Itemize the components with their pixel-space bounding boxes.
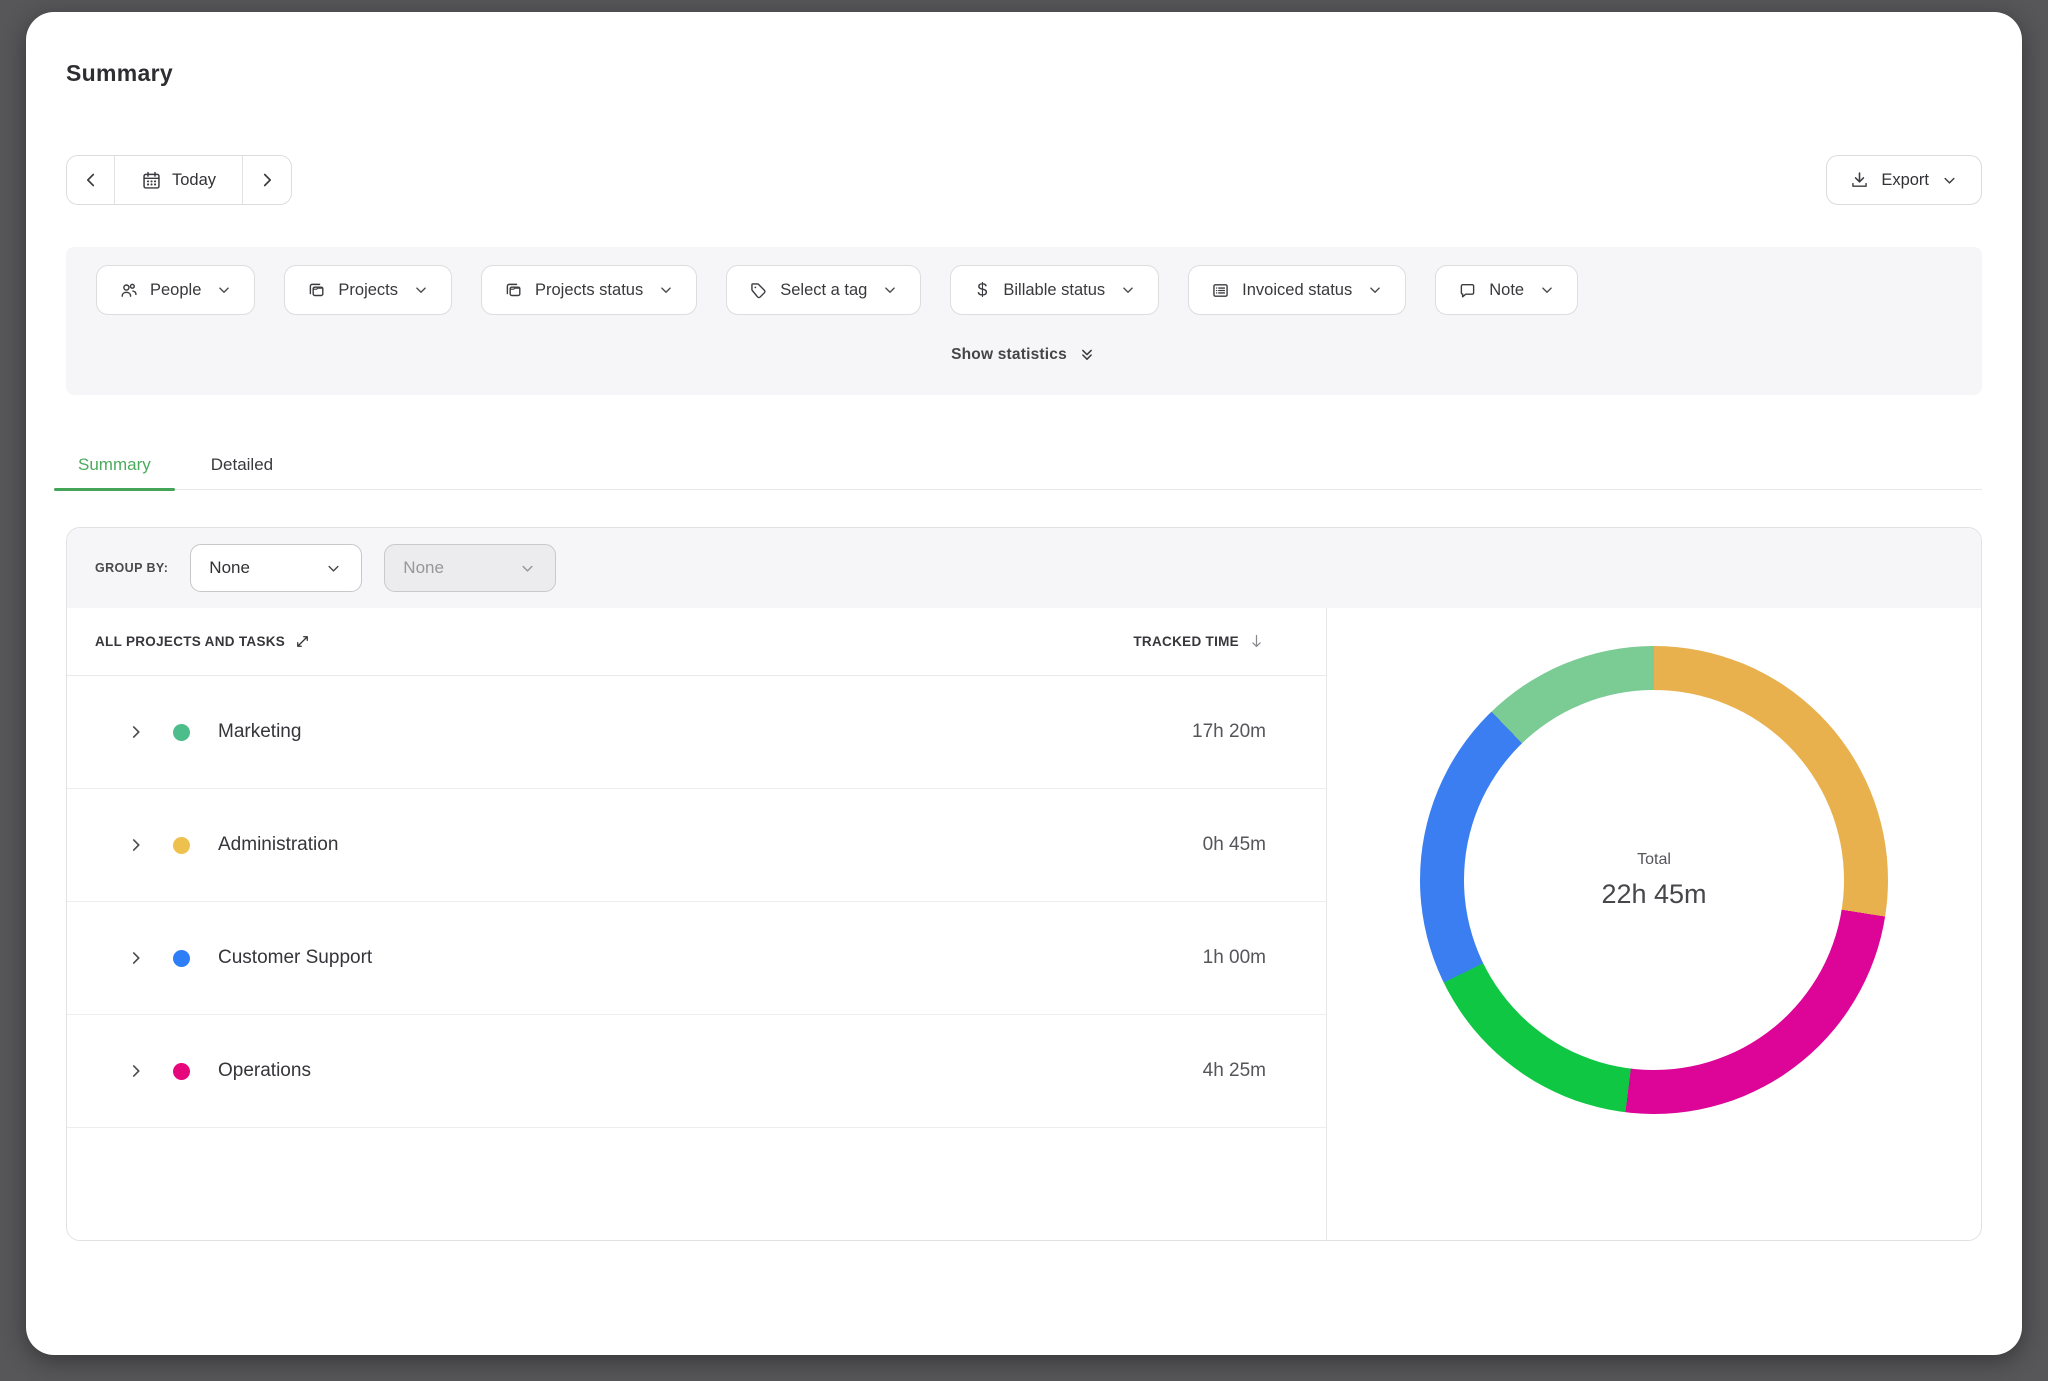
projects-column-label: ALL PROJECTS AND TASKS xyxy=(95,634,286,649)
donut-total-label: Total xyxy=(1637,850,1671,868)
filter-projects-status[interactable]: Projects status xyxy=(481,265,698,315)
chevron-down-icon xyxy=(1940,171,1959,190)
report-tabs: Summary Detailed xyxy=(54,455,1982,491)
double-chevron-down-icon xyxy=(1077,345,1097,365)
project-name: Administration xyxy=(218,834,339,855)
invoice-icon xyxy=(1210,280,1231,301)
donut-chart: Total 22h 45m xyxy=(1420,646,1888,1114)
today-label: Today xyxy=(172,170,217,189)
table-row[interactable]: Customer Support 1h 00m xyxy=(67,902,1326,1015)
chevron-left-icon xyxy=(80,169,102,191)
filter-billable-status[interactable]: $ Billable status xyxy=(950,265,1160,315)
tracked-time-value: 1h 00m xyxy=(1202,947,1266,968)
filter-label: Projects xyxy=(338,280,398,299)
tracked-time-column-label: TRACKED TIME xyxy=(1133,634,1239,649)
donut-total-value: 22h 45m xyxy=(1601,878,1707,909)
filters-row: People Projects xyxy=(66,247,1982,315)
tab-detailed[interactable]: Detailed xyxy=(210,455,274,474)
page-title: Summary xyxy=(66,60,173,86)
sort-descending-icon[interactable] xyxy=(1247,632,1266,651)
group-by-primary-select[interactable]: None xyxy=(190,544,363,592)
filter-label: Note xyxy=(1489,280,1525,299)
tracked-time-value: 0h 45m xyxy=(1202,834,1266,855)
chevron-down-icon xyxy=(518,559,537,578)
table-row[interactable]: Marketing 17h 20m xyxy=(67,676,1326,789)
donut-center: Total 22h 45m xyxy=(1464,690,1844,1070)
table-row[interactable]: Operations 4h 25m xyxy=(67,1015,1326,1128)
date-navigation: Today xyxy=(66,155,293,205)
today-button[interactable]: Today xyxy=(115,156,244,204)
expand-row-icon[interactable] xyxy=(125,721,147,743)
project-color-dot xyxy=(173,949,190,967)
filter-projects[interactable]: Projects xyxy=(284,265,452,315)
project-color-dot xyxy=(173,723,190,741)
toolbar: Today Export xyxy=(66,155,1982,205)
show-statistics-toggle[interactable]: Show statistics xyxy=(66,315,1982,395)
filter-note[interactable]: Note xyxy=(1435,265,1579,315)
filter-label: Projects status xyxy=(535,280,644,299)
download-icon xyxy=(1849,170,1870,191)
filter-label: Billable status xyxy=(1003,280,1106,299)
filter-label: People xyxy=(150,280,202,299)
tab-summary[interactable]: Summary xyxy=(54,455,175,491)
project-color-dot xyxy=(173,836,190,854)
chevron-right-icon xyxy=(256,169,278,191)
expand-row-icon[interactable] xyxy=(125,947,147,969)
table-row[interactable]: Administration 0h 45m xyxy=(67,789,1326,902)
tracked-time-value: 17h 20m xyxy=(1192,721,1266,742)
app-window: Summary Today xyxy=(26,12,2022,1355)
export-button[interactable]: Export xyxy=(1826,155,1982,205)
filter-tag[interactable]: Select a tag xyxy=(726,265,922,315)
chart-panel: Total 22h 45m xyxy=(1326,608,1981,1240)
group-by-primary-value: None xyxy=(209,558,250,577)
filters-panel: People Projects xyxy=(66,247,1982,395)
expand-row-icon[interactable] xyxy=(125,1060,147,1082)
tag-icon xyxy=(748,280,769,301)
chevron-down-icon xyxy=(215,281,233,299)
previous-period-button[interactable] xyxy=(67,156,115,204)
filter-label: Invoiced status xyxy=(1242,280,1353,299)
tracked-time-column-header[interactable]: TRACKED TIME xyxy=(1133,632,1266,651)
group-by-label: GROUP BY: xyxy=(95,561,169,575)
group-by-secondary-select[interactable]: None xyxy=(384,544,557,592)
chevron-down-icon xyxy=(881,281,899,299)
filter-label: Select a tag xyxy=(780,280,868,299)
project-name: Customer Support xyxy=(218,947,373,968)
chevron-down-icon xyxy=(1119,281,1137,299)
tracked-time-value: 4h 25m xyxy=(1202,1060,1266,1081)
group-by-bar: GROUP BY: None None xyxy=(67,528,1981,608)
projects-column-header[interactable]: ALL PROJECTS AND TASKS xyxy=(95,632,312,651)
filter-invoiced-status[interactable]: Invoiced status xyxy=(1188,265,1407,315)
projects-table: ALL PROJECTS AND TASKS TRACKED TIME xyxy=(67,608,1326,1240)
chevron-down-icon xyxy=(1366,281,1384,299)
chevron-down-icon xyxy=(324,559,343,578)
people-icon xyxy=(118,280,139,301)
calendar-icon xyxy=(141,170,162,191)
group-by-secondary-value: None xyxy=(403,558,444,577)
table-header: ALL PROJECTS AND TASKS TRACKED TIME xyxy=(67,608,1326,676)
show-statistics-label: Show statistics xyxy=(951,346,1067,363)
expand-row-icon[interactable] xyxy=(125,834,147,856)
chevron-down-icon xyxy=(1538,281,1556,299)
note-icon xyxy=(1457,280,1478,301)
report-card: GROUP BY: None None xyxy=(66,527,1982,1241)
expand-icon[interactable] xyxy=(293,632,312,651)
chevron-down-icon xyxy=(412,281,430,299)
dollar-icon: $ xyxy=(977,279,988,300)
filter-people[interactable]: People xyxy=(96,265,256,315)
projects-icon xyxy=(306,280,327,301)
project-color-dot xyxy=(173,1062,190,1080)
export-label: Export xyxy=(1881,170,1929,189)
next-period-button[interactable] xyxy=(243,156,292,204)
projects-status-icon xyxy=(503,280,524,301)
project-name: Operations xyxy=(218,1060,311,1081)
project-name: Marketing xyxy=(218,721,302,742)
chevron-down-icon xyxy=(657,281,675,299)
